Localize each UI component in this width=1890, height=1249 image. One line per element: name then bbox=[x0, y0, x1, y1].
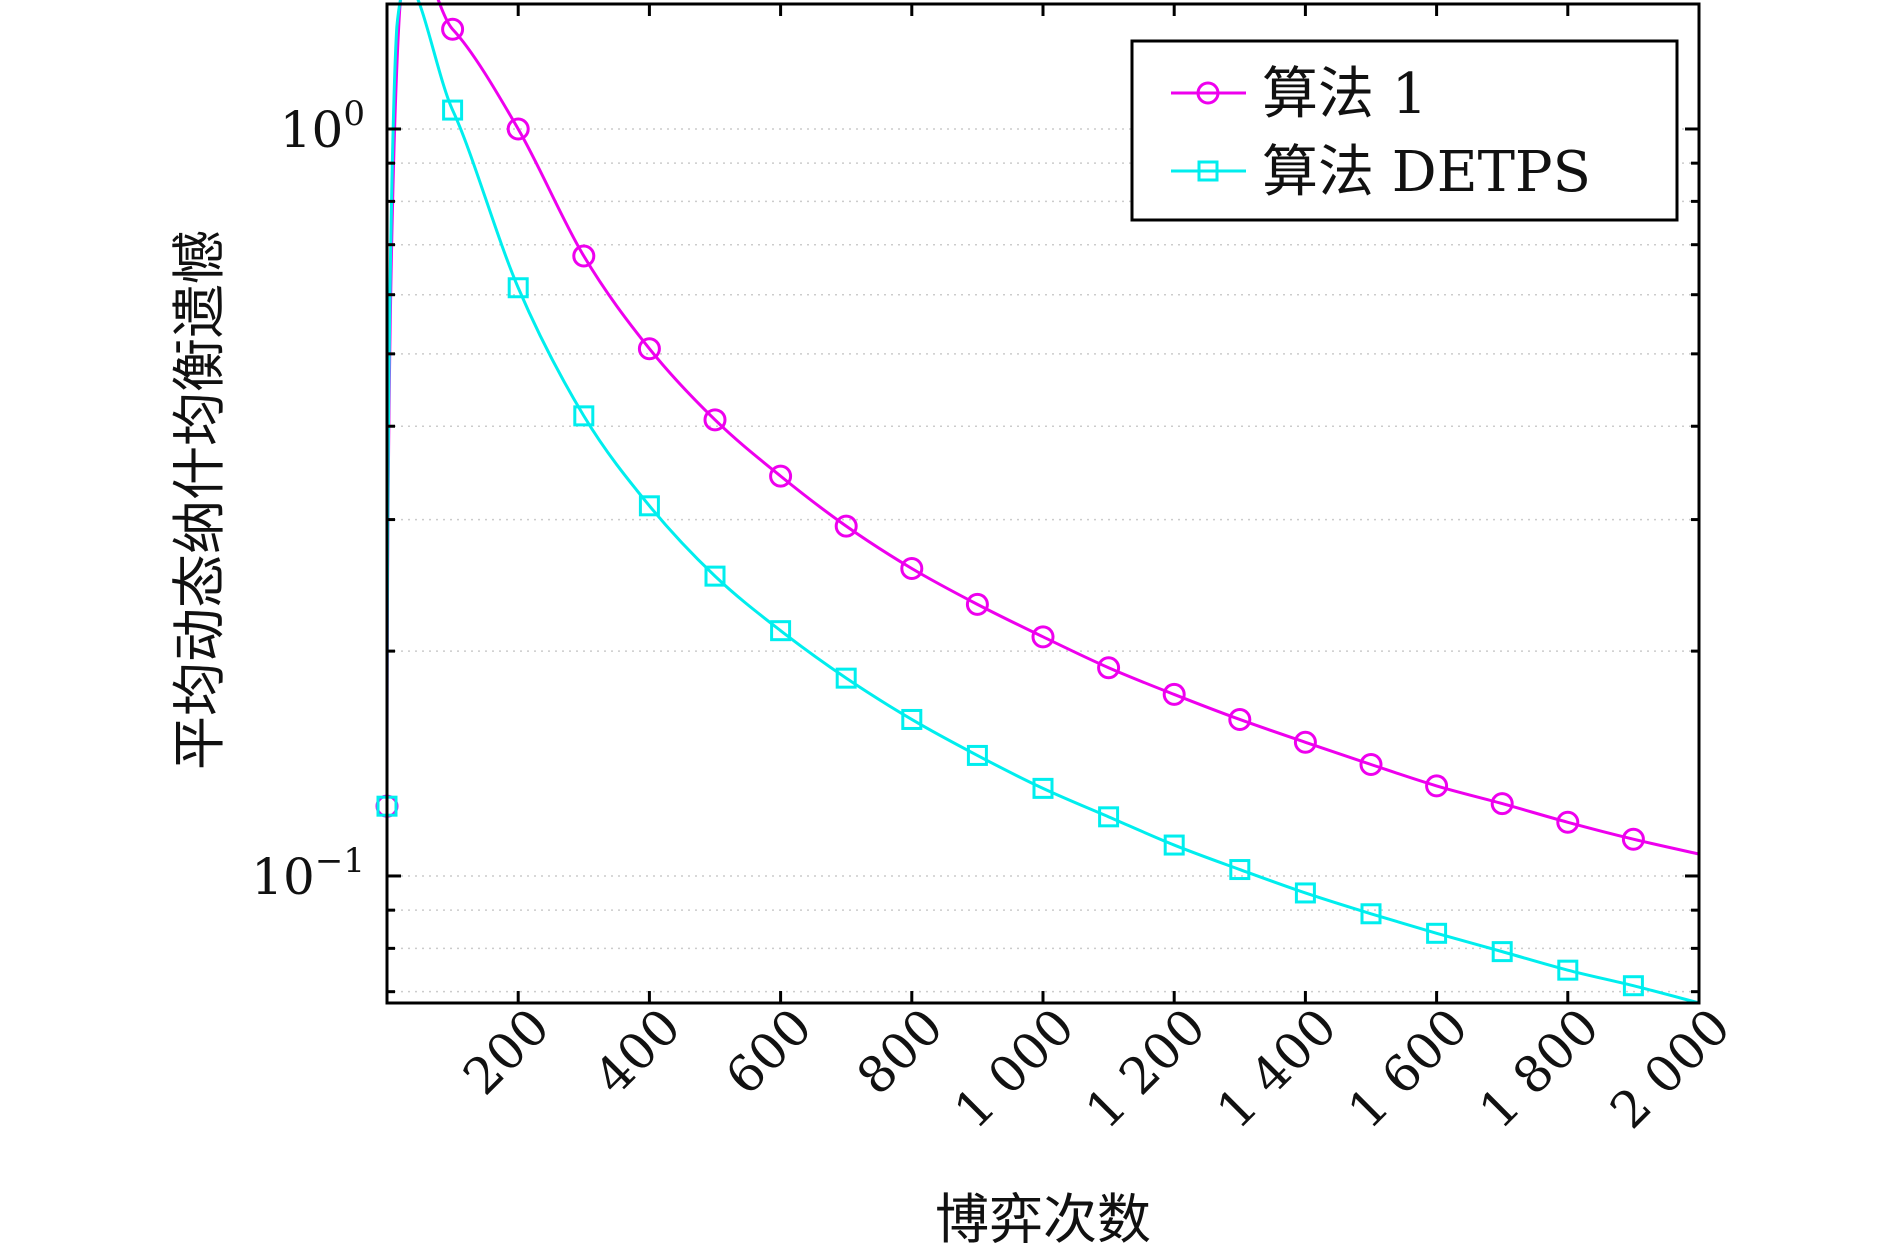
series-line-2 bbox=[385, 0, 1700, 1005]
series-line-1 bbox=[385, 0, 1700, 856]
data-point-square bbox=[966, 744, 988, 766]
data-point-square bbox=[1622, 975, 1644, 997]
x-tick-label: 1 000 bbox=[943, 997, 1085, 1139]
data-point-circle bbox=[769, 464, 793, 488]
x-tick-label: 1 200 bbox=[1074, 997, 1216, 1139]
data-point-square bbox=[1229, 859, 1251, 881]
data-point-circle bbox=[1228, 707, 1252, 731]
data-point-circle bbox=[572, 244, 596, 268]
y-tick-labels: 100 10−1 bbox=[251, 94, 365, 906]
data-point-square bbox=[704, 565, 726, 587]
data-point-circle bbox=[506, 117, 530, 141]
x-axis-label: 博弈次数 bbox=[935, 1188, 1151, 1249]
data-point-circle bbox=[1293, 730, 1317, 754]
data-point-circle bbox=[1359, 753, 1383, 777]
x-tick-label: 1 400 bbox=[1206, 997, 1348, 1139]
data-point-square bbox=[1294, 882, 1316, 904]
data-point-square bbox=[507, 277, 529, 299]
data-point-circle bbox=[1490, 792, 1514, 816]
x-tick-label: 800 bbox=[846, 997, 954, 1105]
data-point-circle bbox=[965, 592, 989, 616]
x-tick-label: 1 800 bbox=[1468, 997, 1610, 1139]
data-point-circle bbox=[1425, 774, 1449, 798]
data-point-square bbox=[1557, 959, 1579, 981]
x-tick-label: 1 600 bbox=[1337, 997, 1479, 1139]
legend-label: 算法 1 bbox=[1262, 62, 1427, 127]
data-point-square bbox=[1163, 834, 1185, 856]
x-tick-label: 200 bbox=[452, 997, 560, 1105]
y-tick-label: 100 bbox=[280, 94, 365, 159]
legend-marker-circle bbox=[1196, 81, 1220, 105]
data-point-circle bbox=[1097, 656, 1121, 680]
legend-label: 算法 DETPS bbox=[1262, 140, 1591, 205]
data-point-circle bbox=[834, 514, 858, 538]
data-point-circle bbox=[900, 556, 924, 580]
ticks bbox=[387, 4, 1701, 1003]
data-point-square bbox=[901, 708, 923, 730]
data-point-square bbox=[770, 620, 792, 642]
series-layer bbox=[375, 0, 1700, 1005]
legend-marker-square bbox=[1197, 160, 1219, 182]
y-axis-label: 平均动态纳什均衡遗憾 bbox=[168, 230, 231, 770]
data-point-square bbox=[1360, 903, 1382, 925]
data-point-circle bbox=[1031, 625, 1055, 649]
data-point-circle bbox=[1162, 682, 1186, 706]
data-point-circle bbox=[1621, 827, 1645, 851]
legend-box bbox=[1130, 39, 1679, 222]
data-point-circle bbox=[1556, 810, 1580, 834]
data-point-square bbox=[1032, 777, 1054, 799]
data-point-square bbox=[1426, 922, 1448, 944]
data-point-square bbox=[573, 405, 595, 427]
x-tick-label: 400 bbox=[583, 997, 691, 1105]
data-point-circle bbox=[703, 408, 727, 432]
data-point-square bbox=[835, 667, 857, 689]
data-point-circle bbox=[441, 17, 465, 41]
data-point-circle bbox=[637, 337, 661, 361]
x-tick-label: 2 000 bbox=[1599, 997, 1741, 1139]
data-point-square bbox=[638, 495, 660, 517]
legend: 算法 1 算法 DETPS bbox=[1130, 39, 1679, 222]
data-point-square bbox=[442, 99, 464, 121]
x-tick-label: 600 bbox=[715, 997, 823, 1105]
y-tick-label: 10−1 bbox=[251, 841, 365, 906]
data-point-square bbox=[1491, 941, 1513, 963]
data-point-square bbox=[1098, 806, 1120, 828]
